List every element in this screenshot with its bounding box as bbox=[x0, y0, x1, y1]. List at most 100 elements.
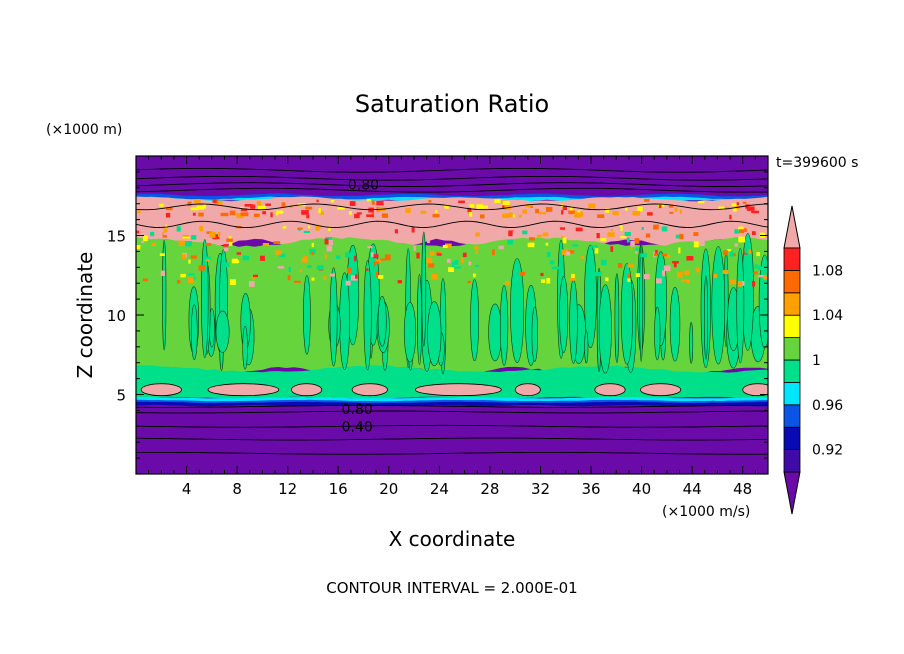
speckle-cell bbox=[188, 259, 191, 264]
speckle-cell bbox=[473, 273, 476, 278]
colorbar-label: 0.92 bbox=[812, 443, 843, 459]
plume-mint bbox=[363, 260, 372, 371]
speckle-cell bbox=[199, 226, 204, 232]
speckle-cell bbox=[159, 253, 165, 256]
speckle-cell bbox=[758, 265, 762, 271]
plume-mint bbox=[377, 295, 387, 347]
speckle-cell bbox=[646, 237, 651, 241]
speckle-cell bbox=[556, 224, 560, 228]
speckle-cell bbox=[738, 280, 743, 287]
speckle-cell bbox=[223, 244, 229, 247]
speckle-cell bbox=[723, 250, 728, 255]
blob-supersaturated bbox=[140, 383, 182, 397]
time-label: t=399600 s bbox=[776, 155, 858, 171]
speckle-cell bbox=[736, 202, 740, 206]
speckle-cell bbox=[367, 246, 373, 249]
speckle-cell bbox=[375, 259, 382, 263]
speckle-cell bbox=[351, 275, 358, 281]
plume-mint bbox=[215, 310, 230, 353]
contour-field bbox=[136, 156, 768, 474]
speckle-cell bbox=[326, 245, 333, 252]
speckle-cell bbox=[220, 212, 229, 217]
speckle-cell bbox=[698, 240, 705, 247]
y-axis-label: Z coordinate bbox=[73, 252, 97, 379]
speckle-cell bbox=[469, 211, 473, 217]
x-tick-label: 24 bbox=[430, 480, 449, 498]
speckle-cell bbox=[297, 227, 303, 230]
speckle-cell bbox=[580, 256, 584, 260]
speckle-cell bbox=[733, 253, 736, 257]
speckle-cell bbox=[480, 205, 488, 209]
speckle-cell bbox=[600, 238, 607, 242]
speckle-cell bbox=[569, 277, 577, 281]
x-tick-label: 8 bbox=[232, 480, 242, 498]
speckle-cell bbox=[661, 226, 668, 232]
speckle-cell bbox=[610, 246, 614, 252]
plume-mint bbox=[488, 303, 502, 362]
plume-mint bbox=[620, 263, 634, 365]
speckle-cell bbox=[411, 226, 415, 233]
speckle-cell bbox=[376, 201, 384, 206]
speckle-cell bbox=[375, 271, 379, 278]
speckle-cell bbox=[206, 231, 213, 234]
speckle-cell bbox=[204, 256, 211, 261]
speckle-cell bbox=[336, 255, 341, 259]
speckle-cell bbox=[732, 207, 737, 212]
speckle-cell bbox=[571, 273, 575, 279]
contour-label: 0.40 bbox=[342, 419, 373, 435]
speckle-cell bbox=[679, 209, 682, 214]
colorbar-label: 1 bbox=[812, 353, 821, 369]
speckle-cell bbox=[436, 253, 442, 256]
speckle-cell bbox=[675, 234, 681, 239]
speckle-cell bbox=[744, 275, 749, 278]
speckle-cell bbox=[176, 226, 181, 232]
speckle-cell bbox=[565, 251, 571, 256]
plume-mint bbox=[303, 275, 311, 355]
speckle-cell bbox=[182, 236, 190, 239]
speckle-cell bbox=[658, 204, 662, 209]
speckle-cell bbox=[502, 205, 505, 209]
speckle-cell bbox=[507, 240, 514, 245]
contour-line-lower bbox=[136, 410, 768, 414]
plume-mint bbox=[339, 272, 350, 370]
speckle-cell bbox=[678, 247, 681, 254]
x-tick-label: 40 bbox=[632, 480, 651, 498]
speckle-cell bbox=[746, 206, 755, 211]
speckle-cell bbox=[316, 199, 319, 203]
speckle-cell bbox=[725, 206, 730, 210]
x-tick-label: 44 bbox=[683, 480, 702, 498]
speckle-cell bbox=[226, 238, 233, 242]
speckle-cell bbox=[432, 214, 440, 218]
speckle-cell bbox=[436, 251, 441, 256]
speckle-cell bbox=[317, 226, 322, 230]
speckle-cell bbox=[236, 252, 241, 255]
speckle-cell bbox=[309, 248, 316, 255]
speckle-cell bbox=[380, 258, 386, 261]
speckle-cell bbox=[729, 214, 732, 220]
contour-line-lower bbox=[136, 437, 768, 441]
plume-mint bbox=[584, 244, 597, 349]
speckle-cell bbox=[381, 213, 388, 218]
speckle-cell bbox=[205, 259, 210, 262]
speckle-cell bbox=[260, 255, 265, 261]
speckle-cell bbox=[413, 245, 416, 251]
blob-supersaturated bbox=[514, 383, 541, 397]
speckle-cell bbox=[429, 251, 435, 256]
speckle-cell bbox=[190, 207, 199, 211]
speckle-cell bbox=[264, 233, 270, 240]
speckle-cell bbox=[625, 207, 628, 211]
speckle-cell bbox=[276, 210, 284, 214]
blob-supersaturated bbox=[207, 383, 280, 397]
speckle-cell bbox=[435, 210, 438, 213]
speckle-cell bbox=[229, 210, 236, 216]
speckle-cell bbox=[475, 264, 479, 267]
speckle-cell bbox=[502, 201, 510, 205]
speckle-cell bbox=[460, 257, 464, 264]
speckle-cell bbox=[426, 257, 433, 264]
x-tick-label: 48 bbox=[733, 480, 752, 498]
speckle-cell bbox=[751, 231, 756, 235]
speckle-cell bbox=[384, 254, 391, 261]
speckle-cell bbox=[194, 199, 201, 204]
speckle-cell bbox=[492, 249, 495, 256]
speckle-cell bbox=[187, 277, 194, 283]
